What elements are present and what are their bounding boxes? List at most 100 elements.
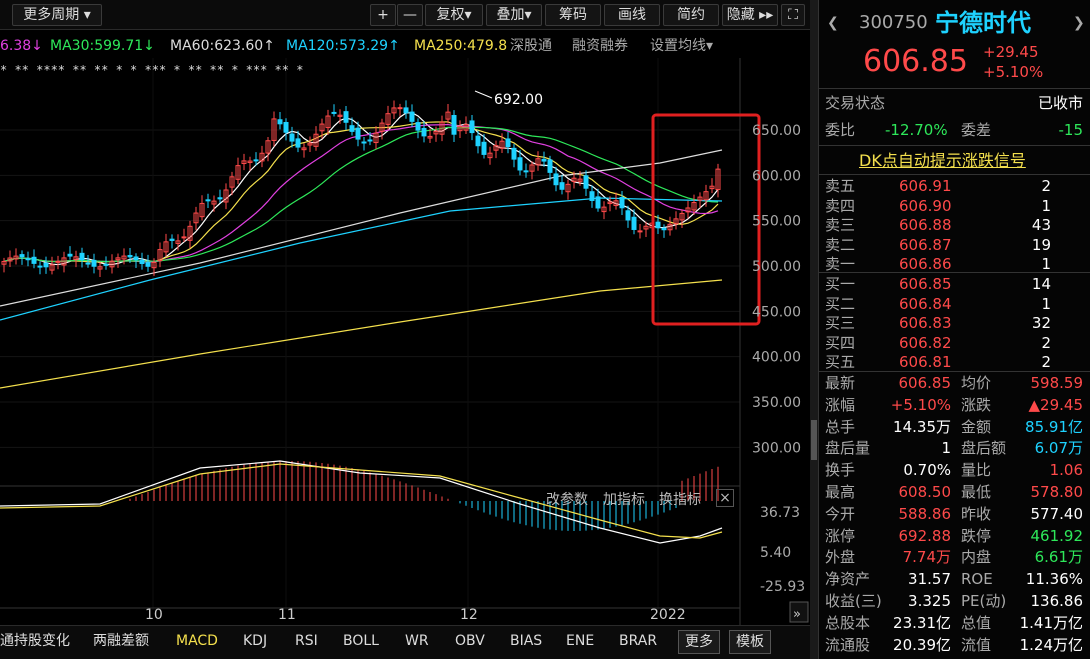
sell-row[interactable]: 卖五 606.91 2 xyxy=(819,176,1090,197)
price-tick: 500.00 xyxy=(752,259,801,275)
chip-button[interactable]: 筹码 xyxy=(545,4,601,26)
ma120-label: MA120:573.29↑ xyxy=(286,38,400,54)
book-label: 买四 xyxy=(825,333,856,352)
price-tick: 400.00 xyxy=(752,350,801,366)
close-icon[interactable]: × xyxy=(716,489,734,507)
stat-value: 1.41万亿 xyxy=(1019,613,1083,632)
indicator-tab-4[interactable]: RSI xyxy=(295,633,318,649)
set-ma-link[interactable]: 设置均线▾ xyxy=(650,38,714,54)
stat-label: 盘后额 xyxy=(961,439,1007,458)
stat-value: 1.24万亿 xyxy=(1019,635,1083,654)
book-price: 606.88 xyxy=(899,216,952,234)
stat-row: 最新 606.85 均价 598.59 xyxy=(819,373,1090,394)
indicator-tab-11[interactable]: 更多 xyxy=(678,630,720,654)
highlight-box xyxy=(651,113,761,326)
splitter-handle[interactable] xyxy=(811,420,817,460)
sell-row[interactable]: 卖四 606.90 1 xyxy=(819,196,1090,217)
indicator-tab-8[interactable]: BIAS xyxy=(510,633,543,649)
indicator-tab-2[interactable]: MACD xyxy=(176,633,218,649)
stat-value: 461.92 xyxy=(1030,526,1084,545)
stat-value: 85.91亿 xyxy=(1025,417,1083,436)
book-price: 606.90 xyxy=(899,196,952,215)
signal-marks: * ** **** ** ** * * *** * ** ** * *** **… xyxy=(0,63,303,77)
fullscreen-icon[interactable]: ⛶ xyxy=(781,4,805,26)
stat-label: 最高 xyxy=(825,483,856,501)
stat-row: 涨幅 +5.10% 涨跌 ▲29.45 xyxy=(819,395,1090,416)
stat-row: 总手 14.35万 金额 85.91亿 xyxy=(819,417,1090,438)
buy-row[interactable]: 买一 606.85 14 xyxy=(819,274,1090,295)
vertical-splitter[interactable] xyxy=(810,0,818,659)
fuquan-button[interactable]: 复权▾ xyxy=(425,4,483,26)
indicator-tab-7[interactable]: OBV xyxy=(455,633,485,649)
indicator-tab-9[interactable]: ENE xyxy=(566,633,595,649)
indicator-tab-5[interactable]: BOLL xyxy=(343,633,379,649)
stat-row: 今开 588.86 昨收 577.40 xyxy=(819,504,1090,525)
stock-name: 宁德时代 xyxy=(935,9,1031,37)
stat-label: 涨停 xyxy=(825,526,856,545)
draw-button[interactable]: 画线 xyxy=(604,4,660,26)
buy-row[interactable]: 买五 606.81 2 xyxy=(819,352,1090,373)
indicator-tab-3[interactable]: KDJ xyxy=(243,633,268,649)
stat-label: 换手 xyxy=(825,461,856,480)
double-chevron-right-icon: » xyxy=(793,607,801,622)
sell-row[interactable]: 卖一 606.86 1 xyxy=(819,254,1090,275)
shengutong-link[interactable]: 深股通 xyxy=(510,38,552,54)
scroll-right-button[interactable] xyxy=(789,601,809,623)
kline-chart[interactable]: 692.00 * ** **** ** ** * * *** * ** ** *… xyxy=(0,58,810,625)
period-dropdown[interactable]: 更多周期 ▾ xyxy=(12,4,102,26)
hide-button[interactable]: 隐藏 ▸▸ xyxy=(722,4,778,26)
stat-value: 31.57 xyxy=(908,570,951,589)
indicator-tab-12[interactable]: 模板 xyxy=(729,630,771,654)
stat-label: 跌停 xyxy=(961,526,992,545)
change-params-link[interactable]: 改参数 xyxy=(546,492,588,508)
stat-value: 1 xyxy=(941,439,951,458)
margin-link[interactable]: 融资融券 xyxy=(572,38,628,54)
add-indicator-link[interactable]: 加指标 xyxy=(603,492,645,508)
simple-button[interactable]: 简约 xyxy=(663,4,719,26)
stat-value: 577.40 xyxy=(1030,504,1084,523)
indicator-tab-0[interactable]: 通持股变化 xyxy=(0,633,70,649)
buy-row[interactable]: 买四 606.82 2 xyxy=(819,333,1090,354)
stat-row: 净资产 31.57 ROE 11.36% xyxy=(819,569,1090,590)
sell-row[interactable]: 卖三 606.88 43 xyxy=(819,215,1090,236)
overlay-button[interactable]: 叠加▾ xyxy=(486,4,542,26)
book-label: 买五 xyxy=(825,353,856,371)
next-stock-icon[interactable]: ❯ xyxy=(1073,15,1085,31)
macd-tick: -25.93 xyxy=(760,579,805,595)
stat-row: 收益(三) 3.325 PE(动) 136.86 xyxy=(819,591,1090,612)
stat-label: 总值 xyxy=(961,613,992,632)
buy-row[interactable]: 买二 606.84 1 xyxy=(819,294,1090,315)
stat-label: 总股本 xyxy=(825,613,871,632)
switch-indicator-link[interactable]: 换指标 xyxy=(659,492,701,508)
book-volume: 32 xyxy=(1031,314,1051,332)
stat-value: ▲29.45 xyxy=(1028,395,1083,414)
stat-label: 收益(三) xyxy=(825,592,882,610)
indicator-tab-6[interactable]: WR xyxy=(405,633,429,649)
indicator-tab-10[interactable]: BRAR xyxy=(619,633,658,649)
stat-label: 今开 xyxy=(825,504,856,523)
dk-signal-link[interactable]: DK点自动提示涨跌信号 xyxy=(859,151,1026,170)
book-price: 606.83 xyxy=(899,314,952,332)
stat-row: 总股本 23.31亿 总值 1.41万亿 xyxy=(819,613,1090,634)
book-price: 606.84 xyxy=(899,294,952,313)
book-price: 606.91 xyxy=(899,177,952,195)
stat-label: 最新 xyxy=(825,374,856,392)
overlay-label: 叠加 xyxy=(496,7,525,23)
weibi-value: -12.70% xyxy=(885,121,948,139)
buy-row[interactable]: 买三 606.83 32 xyxy=(819,313,1090,334)
last-price: 606.85 xyxy=(863,44,968,79)
stat-row: 流通股 20.39亿 流值 1.24万亿 xyxy=(819,635,1090,656)
prev-stock-icon[interactable]: ❮ xyxy=(827,15,839,31)
ma-lines xyxy=(0,112,723,389)
stat-label: 流通股 xyxy=(825,635,871,654)
stat-value: 578.80 xyxy=(1030,483,1084,501)
zoom-in-button[interactable]: + xyxy=(370,4,396,26)
indicator-tab-1[interactable]: 两融差额 xyxy=(93,633,149,649)
weicha-value: -15 xyxy=(1058,121,1084,139)
quote-panel: ❮ 300750 宁德时代 ❯ 606.85 +29.45 +5.10% 交易状… xyxy=(818,0,1090,659)
zoom-out-button[interactable]: — xyxy=(397,4,423,26)
book-label: 卖一 xyxy=(825,255,856,273)
stat-label: ROE xyxy=(961,570,993,589)
chevron-down-icon: ▾ xyxy=(524,7,532,23)
sell-row[interactable]: 卖二 606.87 19 xyxy=(819,235,1090,256)
